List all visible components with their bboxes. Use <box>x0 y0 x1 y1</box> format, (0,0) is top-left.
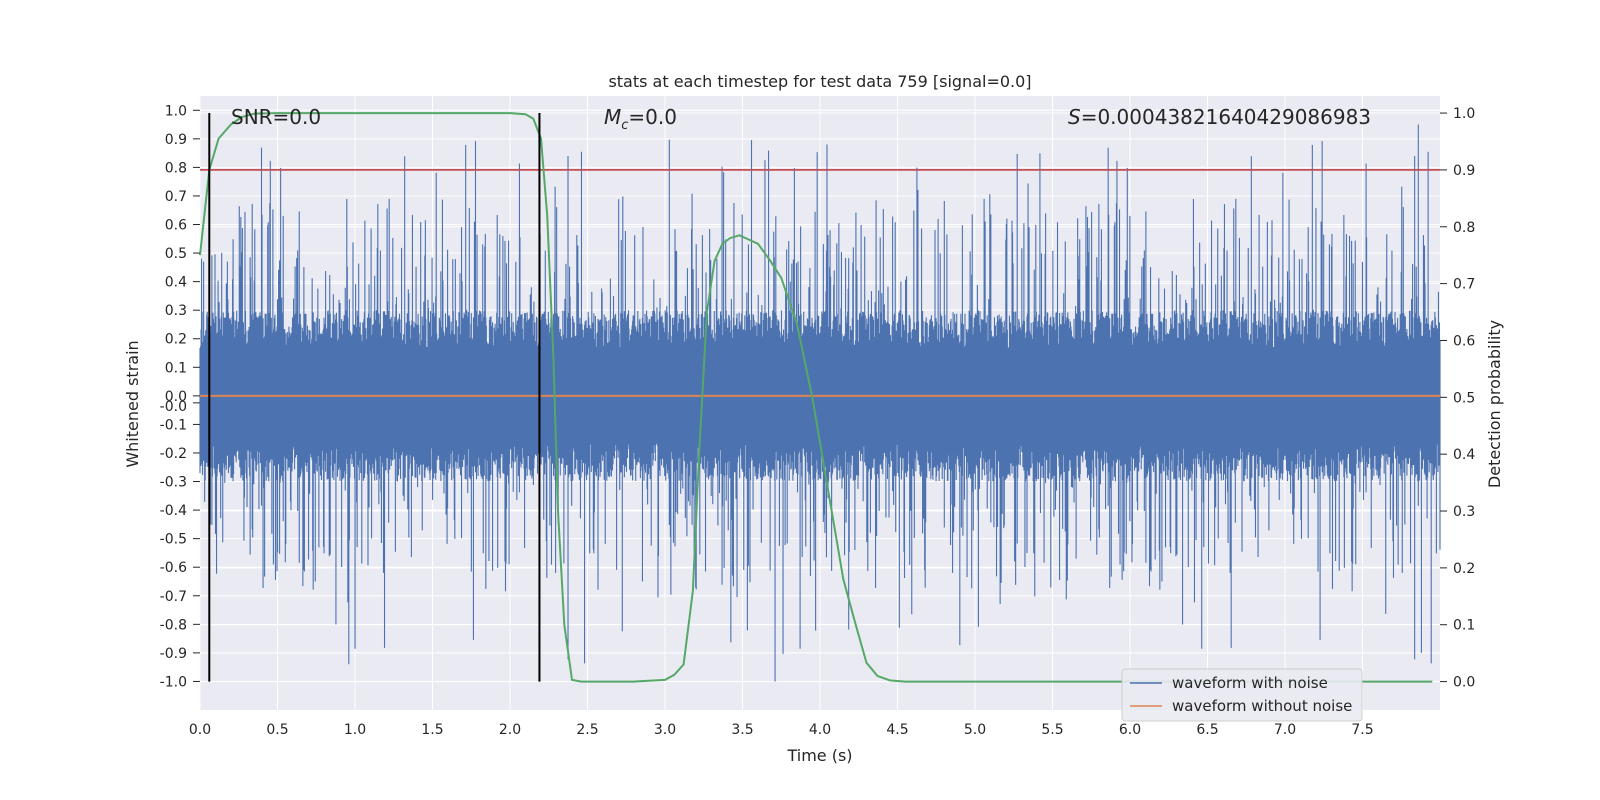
y-tick-label: -0.6 <box>160 560 187 576</box>
y2-tick-label: 1.0 <box>1453 106 1475 122</box>
y-tick-label: 0.5 <box>165 246 187 262</box>
y-axis-label: Whitened strain <box>123 340 142 467</box>
y-tick-label: -0.3 <box>160 475 187 491</box>
y2-tick-label: 0.7 <box>1453 277 1475 293</box>
x-tick-label: 4.5 <box>886 722 908 738</box>
y2-tick-label: 0.5 <box>1453 390 1475 406</box>
chirp-mass-value: =0.0 <box>628 105 677 129</box>
x-axis-label: Time (s) <box>786 746 852 765</box>
y2-tick-label: 0.8 <box>1453 220 1475 236</box>
legend-label-waveform-without-noise: waveform without noise <box>1172 697 1352 715</box>
waveform-with-noise-line <box>199 124 1441 682</box>
y-tick-label: -0.4 <box>160 503 187 519</box>
y2-tick-label: 0.9 <box>1453 163 1475 179</box>
y2-axis-label: Detection probability <box>1485 320 1504 488</box>
x-tick-label: 0.5 <box>266 722 288 738</box>
y-tick-label: -0.7 <box>160 589 187 605</box>
snr-annotation: SNR=0.0 <box>231 105 321 129</box>
legend-label-waveform-with-noise: waveform with noise <box>1172 674 1328 692</box>
y-tick-label: 0.8 <box>165 160 187 176</box>
chirp-mass-symbol: M <box>604 105 621 129</box>
x-tick-label: 2.5 <box>576 722 598 738</box>
chart-title: stats at each timestep for test data 759… <box>608 72 1031 91</box>
y2-tick-label: 0.0 <box>1453 675 1475 691</box>
x-axis-ticks: 0.0 0.5 1.0 1.5 2.0 2.5 3.0 3.5 4.0 4.5 5.0 5.5 6.0 6… <box>189 722 1374 738</box>
y-tick-label: -0.9 <box>160 646 187 662</box>
statistic-value: =0.00043821640429086983 <box>1081 105 1371 129</box>
y-tick-label: 0.0 <box>165 389 187 405</box>
y-axis-ticks: 1.0 0.9 0.8 0.7 0.6 0.5 0.4 0.3 0.2 0.1 0.0-0.0 -0.… <box>160 103 200 690</box>
x-tick-label: 2.0 <box>499 722 521 738</box>
x-tick-label: 6.5 <box>1196 722 1218 738</box>
y-tick-label: -0.8 <box>160 617 187 633</box>
x-tick-label: 3.0 <box>654 722 676 738</box>
y2-axis-ticks: 1.0 0.9 0.8 0.7 0.6 0.5 0.4 0.3 0.2 0.1 0.0 <box>1440 106 1475 691</box>
y-tick-label: 1.0 <box>165 103 187 119</box>
x-tick-label: 5.0 <box>964 722 986 738</box>
x-tick-label: 0.0 <box>189 722 211 738</box>
y-tick-label: 0.1 <box>165 360 187 376</box>
x-tick-label: 6.0 <box>1119 722 1141 738</box>
x-tick-label: 3.5 <box>731 722 753 738</box>
y-tick-label: 0.9 <box>165 132 187 148</box>
statistic-annotation: S=0.00043821640429086983 <box>1068 105 1371 129</box>
y-tick-label: -1.0 <box>160 674 187 690</box>
x-tick-label: 1.5 <box>421 722 443 738</box>
y-tick-label: -0.2 <box>160 446 187 462</box>
y-tick-label: -0.5 <box>160 532 187 548</box>
y2-tick-label: 0.3 <box>1453 504 1475 520</box>
x-tick-label: 5.5 <box>1041 722 1063 738</box>
x-tick-label: 7.0 <box>1274 722 1296 738</box>
chirp-mass-annotation: Mc=0.0 <box>604 105 677 133</box>
y2-tick-label: 0.2 <box>1453 561 1475 577</box>
legend-box <box>1121 668 1363 722</box>
chirp-mass-subscript: c <box>621 118 628 133</box>
y-tick-label: -0.1 <box>160 417 187 433</box>
line-series <box>199 112 1440 683</box>
y2-tick-label: 0.6 <box>1453 333 1475 349</box>
noisy-waveform-series <box>199 124 1441 682</box>
statistic-symbol: S <box>1068 105 1081 129</box>
x-tick-label: 1.0 <box>344 722 366 738</box>
x-tick-label: 7.5 <box>1351 722 1373 738</box>
y-tick-label: 0.4 <box>165 275 187 291</box>
y-tick-label: 0.2 <box>165 332 187 348</box>
y2-tick-label: 0.4 <box>1453 447 1475 463</box>
y2-tick-label: 0.1 <box>1453 618 1475 634</box>
y-tick-label: 0.7 <box>165 189 187 205</box>
y-tick-label: -0.0 <box>160 399 187 415</box>
legend: waveform with noise waveform without noi… <box>1121 668 1363 722</box>
x-tick-label: 4.0 <box>809 722 831 738</box>
detection-probability-line <box>199 112 1433 683</box>
y-tick-label: 0.3 <box>165 303 187 319</box>
y-tick-label: 0.6 <box>165 218 187 234</box>
